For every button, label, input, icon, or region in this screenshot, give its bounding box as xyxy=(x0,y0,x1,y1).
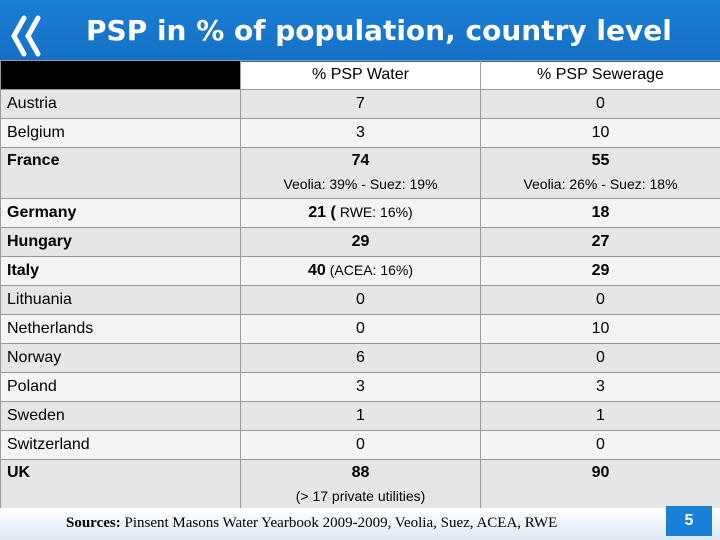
sewerage-value: 0 xyxy=(596,436,605,453)
water-value: 29 xyxy=(351,233,370,250)
water-cell: 29 xyxy=(240,227,481,257)
country-cell: Italy xyxy=(0,256,241,286)
water-note: (> 17 private utilities) xyxy=(295,488,426,504)
page-number: 5 xyxy=(666,506,712,536)
water-value: 0 xyxy=(356,320,365,337)
sewerage-cell: 0 xyxy=(480,285,720,315)
table-row: Sweden 1 1 xyxy=(0,401,720,431)
table-row: Poland 3 3 xyxy=(0,372,720,402)
header-water: % PSP Water xyxy=(240,60,481,90)
double-chevron-left-icon xyxy=(11,15,41,57)
water-cell: 88 (> 17 private utilities) xyxy=(240,459,481,511)
water-value: 7 xyxy=(356,95,365,112)
table-row: Austria 7 0 xyxy=(0,89,720,119)
country-cell: UK xyxy=(0,459,241,511)
country-cell: Hungary xyxy=(0,227,241,257)
water-cell: 40 (ACEA: 16%) xyxy=(240,256,481,286)
sewerage-cell: 0 xyxy=(480,89,720,119)
sewerage-cell: 3 xyxy=(480,372,720,402)
water-value: 88 xyxy=(351,464,370,481)
country-cell: France xyxy=(0,147,241,199)
sewerage-value: 18 xyxy=(591,204,610,221)
header-sewerage: % PSP Sewerage xyxy=(480,60,720,90)
sewerage-cell: 90 xyxy=(480,459,720,511)
sewerage-value: 1 xyxy=(596,407,605,424)
water-value: 21 ( xyxy=(308,204,336,221)
sewerage-value: 3 xyxy=(596,378,605,395)
psp-table-container: % PSP Water % PSP Sewerage Austria 7 0 Belg… xyxy=(0,60,720,511)
country-cell: Poland xyxy=(0,372,241,402)
country-cell: Switzerland xyxy=(0,430,241,460)
sewerage-value: 10 xyxy=(591,320,610,337)
table-row: France 74 Veolia: 39% - Suez: 19% 55 Veolia:… xyxy=(0,147,720,199)
sewerage-cell: 0 xyxy=(480,343,720,373)
water-note: Veolia: 39% - Suez: 19% xyxy=(283,176,438,192)
table-row: Switzerland 0 0 xyxy=(0,430,720,460)
sewerage-value: 90 xyxy=(591,464,610,481)
water-cell: 3 xyxy=(240,372,481,402)
country-cell: Lithuania xyxy=(0,285,241,315)
sewerage-value: 0 xyxy=(596,349,605,366)
table-row: Belgium 3 10 xyxy=(0,118,720,148)
water-cell: 1 xyxy=(240,401,481,431)
water-note: (ACEA: 16%) xyxy=(329,262,414,278)
sewerage-value: 29 xyxy=(591,262,610,279)
slide-title: PSP in % of population, country level xyxy=(86,14,672,47)
sources-label: Sources: xyxy=(66,515,121,531)
water-cell: 0 xyxy=(240,314,481,344)
water-cell: 74 Veolia: 39% - Suez: 19% xyxy=(240,147,481,199)
table-row: Germany 21 (RWE: 16%) 18 xyxy=(0,198,720,228)
country-cell: Netherlands xyxy=(0,314,241,344)
water-value: 1 xyxy=(356,407,365,424)
water-cell: 3 xyxy=(240,118,481,148)
table-row: Netherlands 0 10 xyxy=(0,314,720,344)
water-value: 3 xyxy=(356,378,365,395)
country-cell: Austria xyxy=(0,89,241,119)
country-cell: Sweden xyxy=(0,401,241,431)
table-row: Norway 6 0 xyxy=(0,343,720,373)
sewerage-cell: 29 xyxy=(480,256,720,286)
country-cell: Germany xyxy=(0,198,241,228)
water-cell: 7 xyxy=(240,89,481,119)
sewerage-value: 27 xyxy=(591,233,610,250)
water-value: 3 xyxy=(356,124,365,141)
sewerage-cell: 10 xyxy=(480,118,720,148)
sources-text: Sources: Pinsent Masons Water Yearbook 2… xyxy=(66,515,557,532)
sewerage-value: 0 xyxy=(596,291,605,308)
sewerage-cell: 10 xyxy=(480,314,720,344)
country-cell: Norway xyxy=(0,343,241,373)
table-row: Italy 40 (ACEA: 16%) 29 xyxy=(0,256,720,286)
sewerage-value: 55 xyxy=(591,152,610,169)
slide-header: PSP in % of population, country level xyxy=(0,0,720,62)
water-value: 40 xyxy=(307,262,326,279)
water-note: RWE: 16%) xyxy=(339,204,413,220)
sewerage-value: 0 xyxy=(596,95,605,112)
table-header-row: % PSP Water % PSP Sewerage xyxy=(0,60,720,90)
water-value: 74 xyxy=(351,152,370,169)
sewerage-cell: 0 xyxy=(480,430,720,460)
header-blank-cell xyxy=(0,60,241,90)
sewerage-cell: 18 xyxy=(480,198,720,228)
water-cell: 0 xyxy=(240,430,481,460)
sources-list: Pinsent Masons Water Yearbook 2009-2009,… xyxy=(124,515,558,531)
sewerage-cell: 1 xyxy=(480,401,720,431)
table-row: Lithuania 0 0 xyxy=(0,285,720,315)
water-cell: 6 xyxy=(240,343,481,373)
water-value: 6 xyxy=(356,349,365,366)
water-value: 0 xyxy=(356,291,365,308)
sewerage-cell: 27 xyxy=(480,227,720,257)
sewerage-note: Veolia: 26% - Suez: 18% xyxy=(523,176,678,192)
table-row: UK 88 (> 17 private utilities) 90 xyxy=(0,459,720,511)
water-value: 0 xyxy=(356,436,365,453)
slide-footer xyxy=(0,508,720,540)
water-cell: 21 (RWE: 16%) xyxy=(240,198,481,228)
sewerage-cell: 55 Veolia: 26% - Suez: 18% xyxy=(480,147,720,199)
sewerage-value: 10 xyxy=(591,124,610,141)
psp-table: % PSP Water % PSP Sewerage Austria 7 0 Belg… xyxy=(0,60,720,511)
water-cell: 0 xyxy=(240,285,481,315)
country-cell: Belgium xyxy=(0,118,241,148)
table-row: Hungary 29 27 xyxy=(0,227,720,257)
